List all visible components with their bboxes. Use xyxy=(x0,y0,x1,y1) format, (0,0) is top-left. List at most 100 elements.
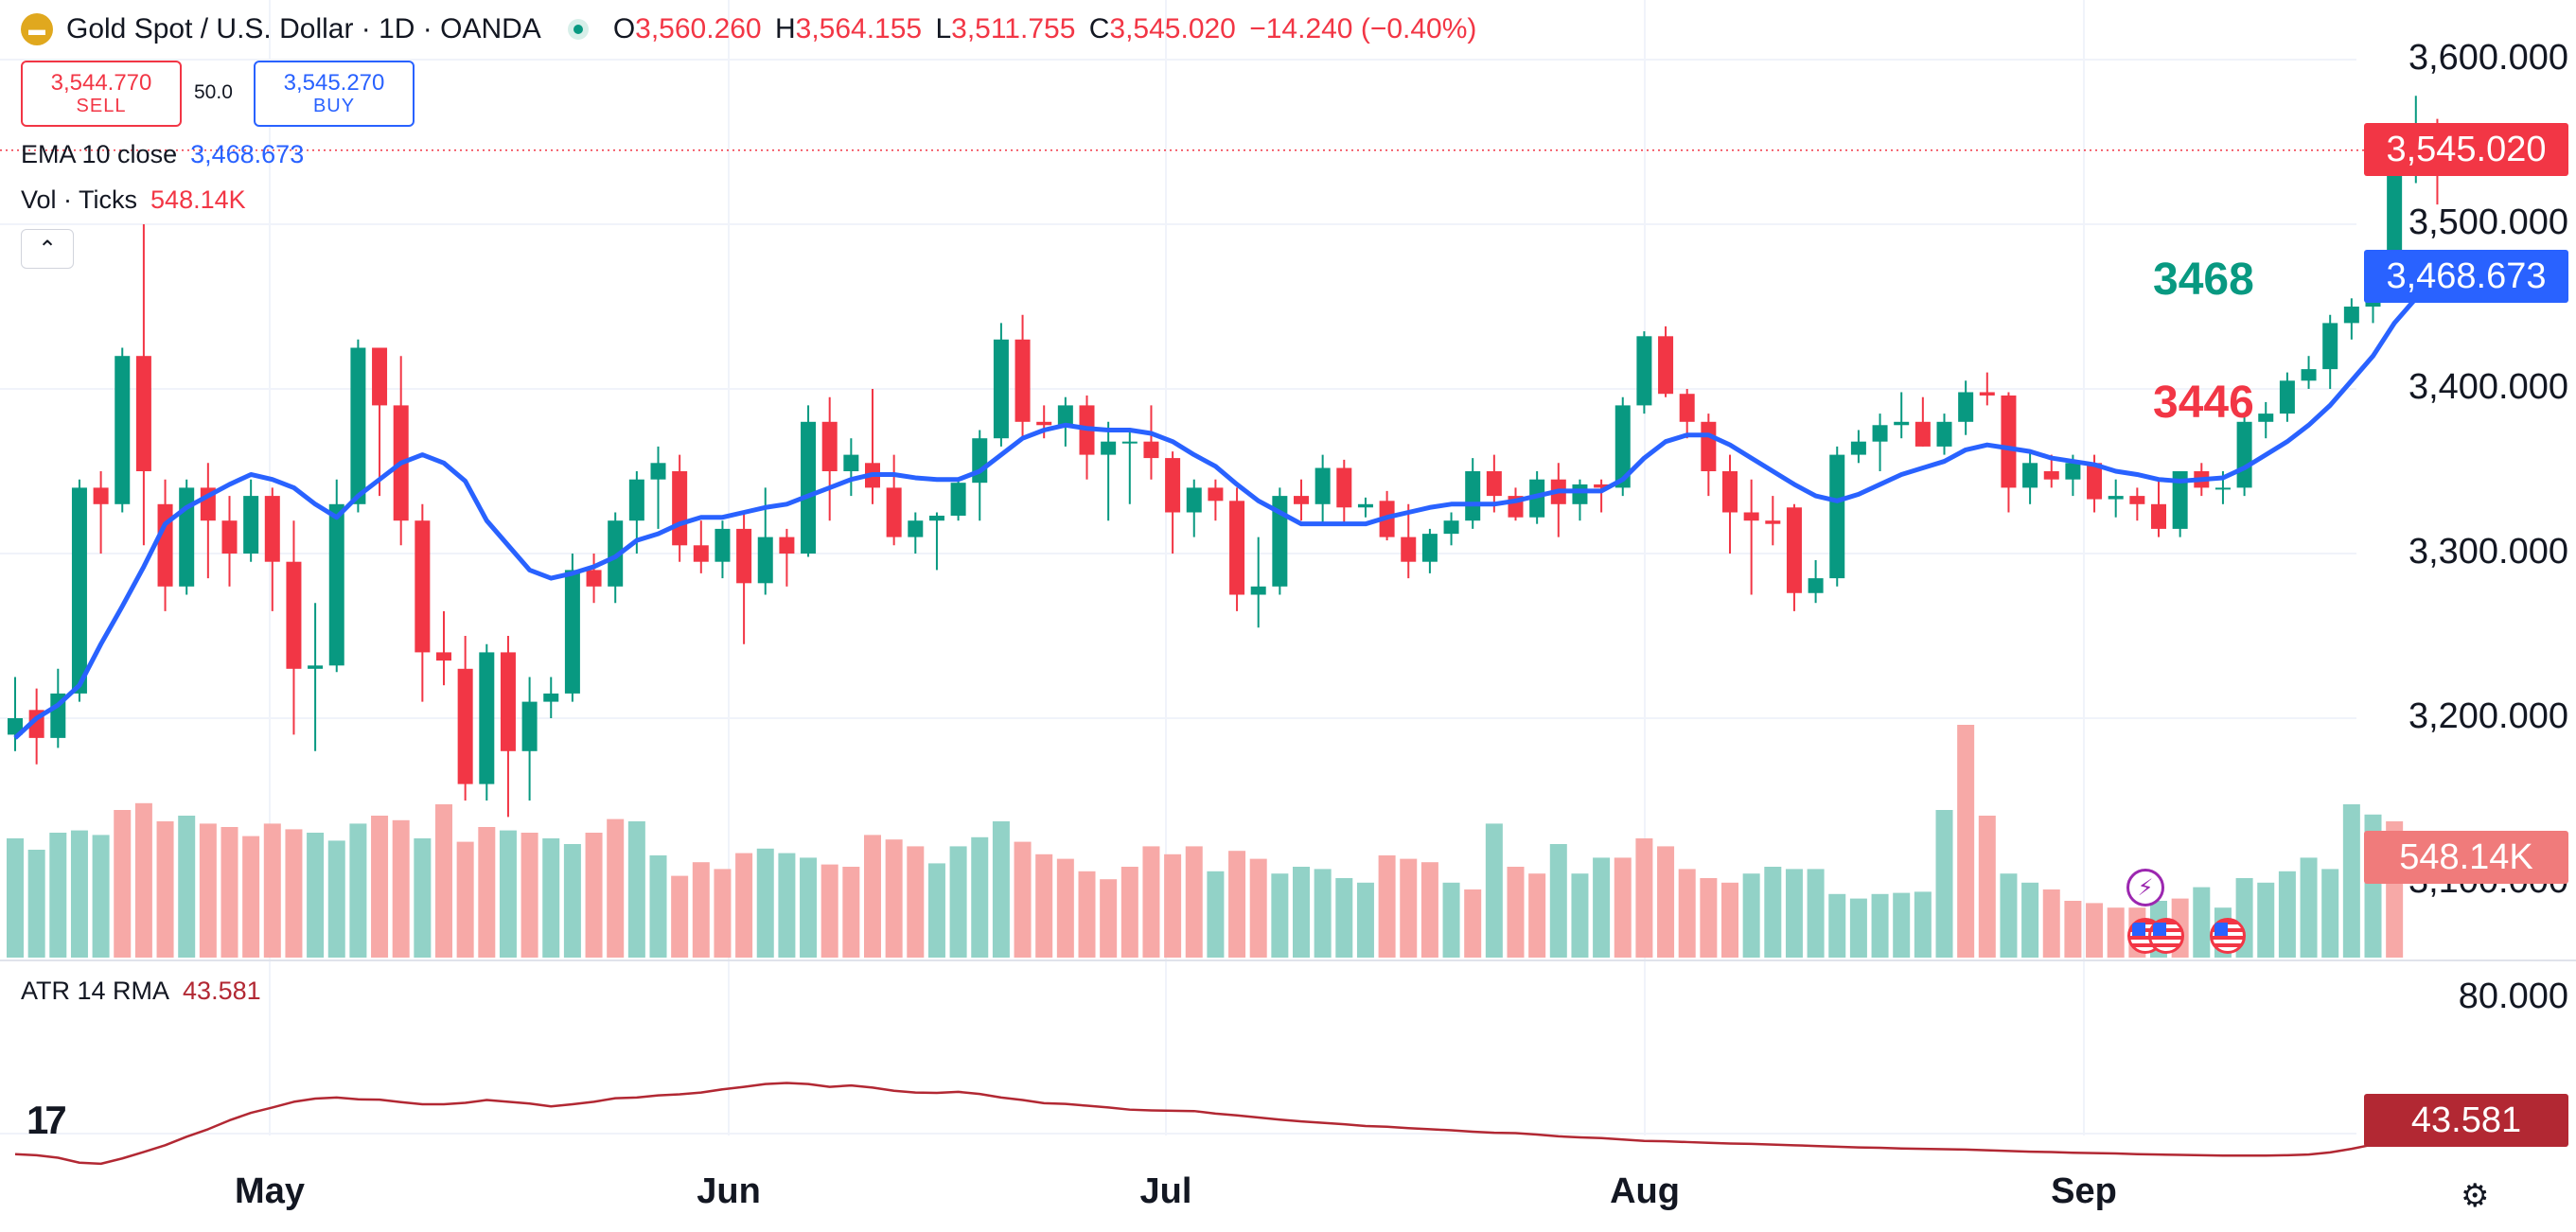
volume-bar xyxy=(114,810,132,958)
volume-bar xyxy=(478,827,496,958)
time-axis-label: May xyxy=(235,1171,305,1211)
volume-bar xyxy=(178,816,196,958)
volume-bar xyxy=(2257,882,2275,958)
volume-bar xyxy=(992,821,1010,958)
volume-bar xyxy=(1507,867,1525,958)
candle-body xyxy=(1165,458,1181,513)
ema-label: EMA 10 close xyxy=(21,140,178,168)
candle-body xyxy=(221,520,238,554)
volume-bar xyxy=(649,855,667,958)
volume-bar xyxy=(456,841,474,958)
candle-body xyxy=(286,561,302,669)
sell-price: 3,544.770 xyxy=(50,69,152,96)
volume-bar xyxy=(392,819,410,958)
volume-value: 548.14K xyxy=(150,185,246,214)
volume-bar xyxy=(221,827,238,958)
candle-body xyxy=(243,496,259,554)
atr-value-tag: 43.581 xyxy=(2364,1094,2568,1147)
candle-body xyxy=(1036,421,1052,426)
volume-bar xyxy=(1678,869,1696,958)
candle-body xyxy=(586,570,602,587)
candle-body xyxy=(157,503,173,587)
atr-value: 43.581 xyxy=(183,977,261,1005)
atr-label: ATR 14 RMA xyxy=(21,977,170,1005)
lightning-event-icon[interactable]: ⚡ xyxy=(2126,869,2164,906)
candle-body xyxy=(1872,425,1888,442)
current-price-tag: 3,545.020 xyxy=(2364,123,2568,176)
candle-body xyxy=(1529,479,1545,518)
volume-bar xyxy=(1142,846,1160,958)
candle-body xyxy=(993,339,1009,439)
candle-body xyxy=(672,471,688,546)
volume-bar xyxy=(927,863,945,958)
candle-body xyxy=(308,665,324,669)
candle-body xyxy=(693,545,709,562)
volume-bar xyxy=(563,844,581,958)
level-annotation-high: 3468 xyxy=(2153,255,2254,305)
us-flag-event-icon[interactable] xyxy=(2148,918,2184,954)
tradingview-logo[interactable]: 17 xyxy=(26,1098,67,1142)
candle-body xyxy=(372,347,388,406)
buy-button[interactable]: 3,545.270 BUY xyxy=(254,61,415,127)
candle-body xyxy=(821,421,838,471)
candle-body xyxy=(2043,471,2059,480)
volume-bar xyxy=(1207,871,1225,958)
volume-bar xyxy=(671,875,689,958)
volume-bar xyxy=(1120,867,1138,958)
volume-bar xyxy=(156,821,174,958)
candle-body xyxy=(135,356,151,471)
candle-body xyxy=(415,520,431,653)
volume-bar xyxy=(1356,882,1374,958)
candle-body xyxy=(8,718,23,735)
candle-body xyxy=(457,668,473,784)
collapse-legend-button[interactable]: ⌃ xyxy=(21,229,74,269)
volume-bar xyxy=(263,823,281,958)
volume-legend[interactable]: Vol · Ticks 548.14K xyxy=(21,185,246,215)
volume-bar xyxy=(285,829,303,958)
volume-bar xyxy=(1014,841,1032,958)
volume-bar xyxy=(714,869,732,958)
volume-tag: 548.14K xyxy=(2364,831,2568,884)
candle-body xyxy=(1250,586,1266,595)
volume-bar xyxy=(907,846,925,958)
settings-icon[interactable]: ⚙ xyxy=(2461,1178,2490,1214)
candle-body xyxy=(1786,507,1802,593)
high-value: 3,564.155 xyxy=(795,13,923,44)
volume-bar xyxy=(1764,867,1782,958)
candle-body xyxy=(436,652,451,661)
candle-body xyxy=(801,421,817,554)
us-flag-event-icon[interactable] xyxy=(2210,918,2246,954)
candle-body xyxy=(2065,463,2081,480)
candle-body xyxy=(2258,414,2274,422)
volume-bar xyxy=(1785,869,1803,958)
candle-body xyxy=(564,570,580,694)
candle-body xyxy=(350,347,366,504)
low-value: 3,511.755 xyxy=(951,13,1076,44)
candle-body xyxy=(1743,512,1759,521)
volume-bar xyxy=(1100,879,1118,958)
time-axis-label: Jun xyxy=(697,1171,761,1211)
volume-bar xyxy=(1828,893,1846,958)
candle-body xyxy=(1121,441,1138,444)
candle-body xyxy=(1294,496,1309,504)
atr-line xyxy=(14,1082,2438,1166)
candle-body xyxy=(93,487,109,504)
atr-legend[interactable]: ATR 14 RMA 43.581 xyxy=(21,977,261,1006)
sell-button[interactable]: 3,544.770 SELL xyxy=(21,61,182,127)
volume-bar xyxy=(1614,857,1632,958)
candle-body xyxy=(757,537,773,584)
volume-bar xyxy=(1871,893,1889,958)
volume-bar xyxy=(327,840,345,958)
volume-bar xyxy=(1035,854,1053,958)
symbol-title: Gold Spot / U.S. Dollar · 1D · OANDA xyxy=(66,13,541,44)
candle-body xyxy=(1186,487,1202,513)
symbol-legend[interactable]: ▬ Gold Spot / U.S. Dollar · 1D · OANDA O… xyxy=(21,13,1482,45)
price-axis-label: 3,400.000 xyxy=(2408,367,2568,407)
open-key: O xyxy=(612,13,636,44)
ema-legend[interactable]: EMA 10 close 3,468.673 xyxy=(21,140,304,169)
candle-body xyxy=(1894,421,1910,426)
candle-body xyxy=(1057,405,1073,426)
volume-bar xyxy=(134,802,152,958)
candle-body xyxy=(264,496,280,562)
